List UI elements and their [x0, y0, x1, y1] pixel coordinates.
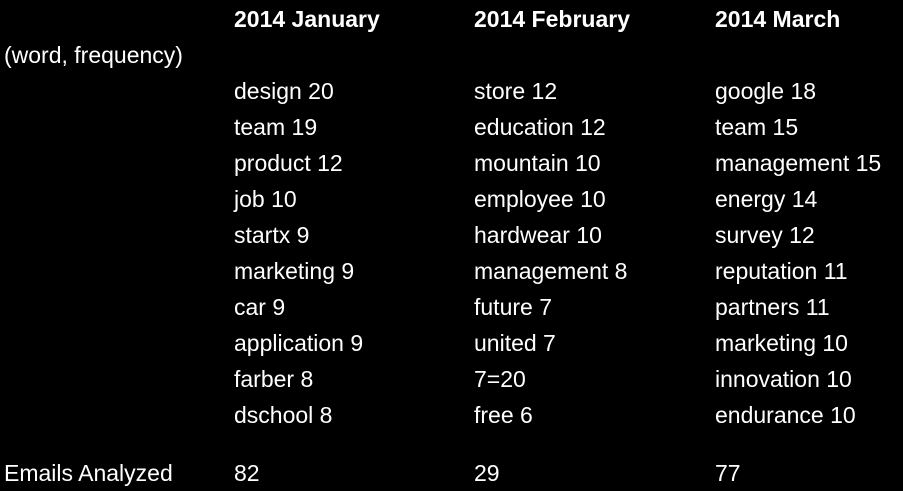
list-item: free 6 [474, 402, 533, 428]
list-item: employee 10 [474, 186, 606, 212]
list-item: partners 11 [715, 294, 830, 320]
list-item: google 18 [715, 78, 817, 104]
header-january: 2014 January [234, 6, 380, 32]
list-item: future 7 [474, 294, 552, 320]
list-item: dschool 8 [234, 402, 333, 428]
column-march: google 18 team 15 management 15 energy 1… [715, 73, 881, 433]
list-item: reputation 11 [715, 258, 848, 284]
list-item: application 9 [234, 330, 364, 356]
row-label-word-frequency: (word, frequency) [4, 42, 183, 68]
list-item: management 15 [715, 150, 882, 176]
list-item: marketing 10 [715, 330, 848, 356]
list-item: survey 12 [715, 222, 815, 248]
emails-analyzed-february: 29 [474, 460, 500, 486]
column-february: store 12 education 12 mountain 10 employ… [474, 73, 627, 433]
emails-analyzed-march: 77 [715, 460, 741, 486]
list-item: team 15 [715, 114, 799, 140]
list-item: team 19 [234, 114, 318, 140]
list-item: car 9 [234, 294, 286, 320]
list-item: store 12 [474, 78, 558, 104]
column-january: design 20 team 19 product 12 job 10 star… [234, 73, 363, 433]
list-item: innovation 10 [715, 366, 852, 392]
list-item: mountain 10 [474, 150, 601, 176]
list-item: endurance 10 [715, 402, 856, 428]
list-item: united 7 [474, 330, 556, 356]
header-february: 2014 February [474, 6, 630, 32]
emails-analyzed-january: 82 [234, 460, 260, 486]
list-item: education 12 [474, 114, 606, 140]
list-item: management 8 [474, 258, 628, 284]
list-item: startx 9 [234, 222, 310, 248]
list-item: product 12 [234, 150, 343, 176]
list-item: 7=20 [474, 366, 526, 392]
list-item: farber 8 [234, 366, 314, 392]
emails-analyzed-label: Emails Analyzed [4, 460, 173, 486]
header-march: 2014 March [715, 6, 841, 32]
list-item: energy 14 [715, 186, 818, 212]
list-item: marketing 9 [234, 258, 355, 284]
list-item: hardwear 10 [474, 222, 602, 248]
list-item: design 20 [234, 78, 334, 104]
list-item: job 10 [234, 186, 297, 212]
